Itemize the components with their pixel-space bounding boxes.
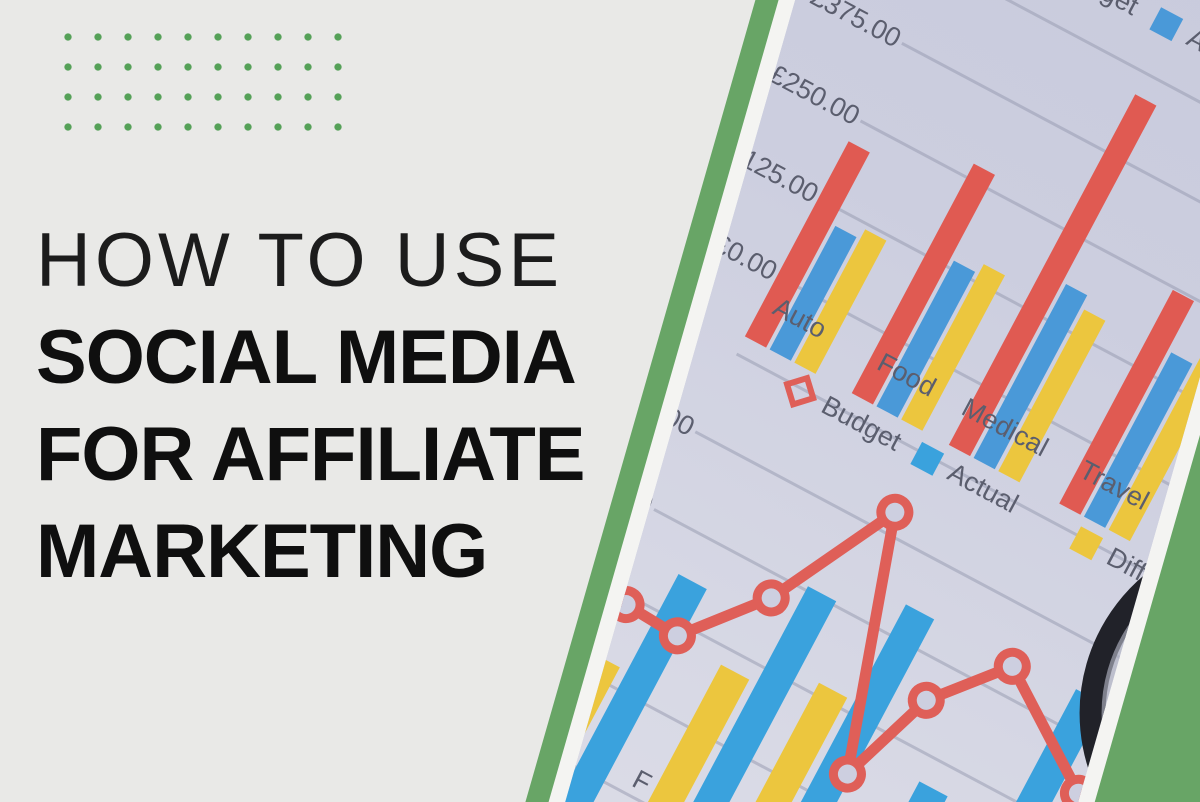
title-line-3: FOR AFFILIATE <box>36 412 585 497</box>
chart1-legend-item: Actual <box>1148 5 1200 85</box>
line-marker-icon <box>828 755 866 793</box>
line-marker-icon <box>752 579 790 617</box>
line-marker-icon <box>658 617 696 655</box>
line-marker-icon <box>993 647 1031 685</box>
page-title: HOW TO USE SOCIAL MEDIA FOR AFFILIATE MA… <box>36 212 585 600</box>
square-marker-icon <box>1149 7 1184 42</box>
title-line-4: MARKETING <box>36 509 488 594</box>
photo-chart-card: £0.00£125.00£250.00£375.00BudgetActualDi… <box>499 0 1200 802</box>
chart1-legend-item: Budget <box>1018 0 1144 22</box>
title-line-2: SOCIAL MEDIA <box>36 315 577 400</box>
line-marker-icon <box>907 681 945 719</box>
line-marker-icon <box>876 493 914 531</box>
legend-label: Budget <box>1054 0 1144 22</box>
title-line-1: HOW TO USE <box>36 218 564 303</box>
chart-photo: £0.00£125.00£250.00£375.00BudgetActualDi… <box>519 0 1200 802</box>
dot-grid-pattern <box>53 22 353 142</box>
chart1-ytick-label: £250.00 <box>764 58 865 132</box>
legend-label: Actual <box>1182 22 1200 85</box>
